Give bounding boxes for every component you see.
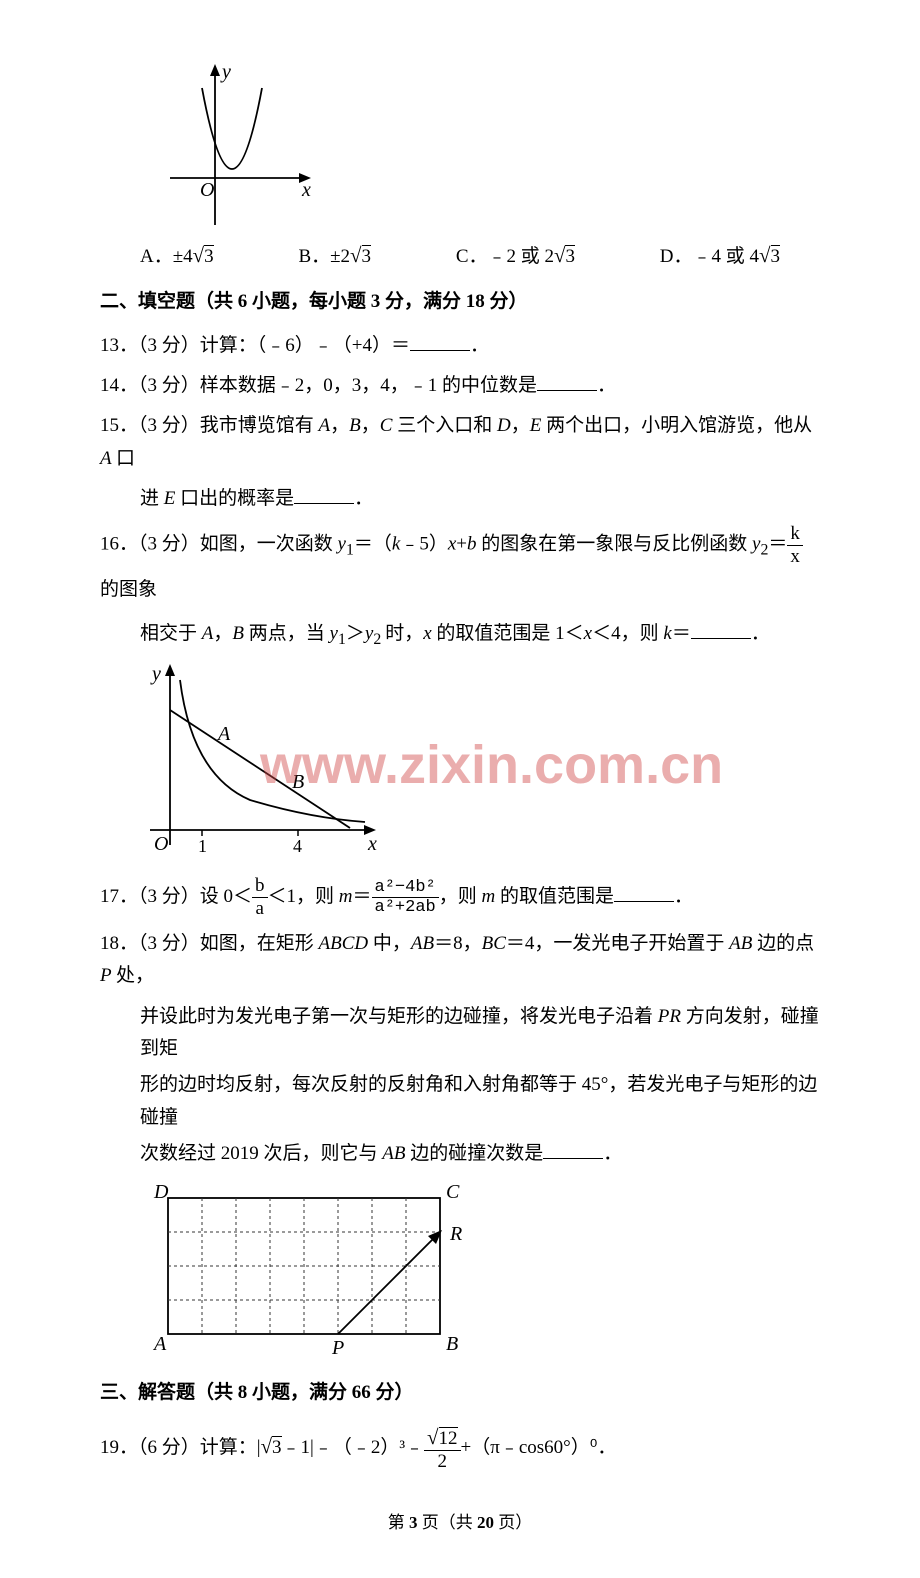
svg-text:R: R	[449, 1223, 462, 1245]
svg-text:D: D	[153, 1181, 169, 1203]
q17-frac2: a²−4b²a²+2ab	[372, 878, 439, 918]
section-3-header: 三、解答题（共 8 小题，满分 66 分）	[100, 1377, 820, 1409]
q14-text: 14．（3 分）样本数据﹣2，0，3，4，﹣1 的中位数是	[100, 375, 537, 396]
q18-l2: 并设此时为发光电子第一次与矩形的边碰撞，将发光电子沿着 PR 方向发射，碰撞到矩	[140, 1001, 820, 1066]
q13-tail: ．	[470, 335, 489, 356]
q14: 14．（3 分）样本数据﹣2，0，3，4，﹣1 的中位数是 ．	[100, 370, 820, 402]
q16-frac: kx	[787, 523, 803, 568]
page-wrapper: { "colors": { "text": "#000000", "backgr…	[100, 60, 820, 1538]
q19: 19．（6 分）计算：|√3﹣1|﹣（﹣2）³﹣√122+（π﹣cos60°）⁰…	[100, 1421, 820, 1472]
q17-frac1: ba	[252, 875, 268, 920]
q16-line2: 相交于 A，B 两点，当 y1＞y2 时，x 的取值范围是 1＜x＜4，则 k＝…	[140, 618, 820, 654]
q12-option-c: C．﹣2 或 2√3	[456, 238, 575, 274]
q19-frac: √122	[424, 1425, 460, 1473]
q16-line1: 16．（3 分）如图，一次函数 y1＝（k﹣5）x+b 的图象在第一象限与反比例…	[100, 523, 820, 610]
svg-text:1: 1	[198, 836, 207, 856]
svg-text:P: P	[331, 1337, 344, 1359]
q17: 17．（3 分）设 0＜ba＜1，则 m＝a²−4b²a²+2ab，则 m 的取…	[100, 874, 820, 920]
svg-text:4: 4	[293, 836, 302, 856]
q12-options-row: A．±4√3 B．±2√3 C．﹣2 或 2√3 D．﹣4 或 4√3	[100, 238, 820, 274]
svg-text:O: O	[154, 833, 168, 855]
q18-l1: 18．（3 分）如图，在矩形 ABCD 中，AB＝8，BC＝4，一发光电子开始置…	[100, 928, 820, 993]
q18-grid-svg: D C A B P R	[140, 1180, 480, 1365]
q18-figure: D C A B P R	[140, 1180, 820, 1365]
svg-text:x: x	[301, 179, 311, 201]
q14-blank	[537, 371, 597, 391]
q14-tail: ．	[597, 375, 616, 396]
q18-l4: 次数经过 2019 次后，则它与 AB 边的碰撞次数是．	[140, 1138, 820, 1170]
q15-blank	[294, 484, 354, 504]
svg-text:B: B	[446, 1333, 458, 1355]
q18-blank	[543, 1139, 603, 1159]
q12-option-a: A．±4√3	[140, 238, 214, 274]
q13-text: 13．（3 分）计算：（﹣6）﹣（+4）＝	[100, 335, 410, 356]
svg-text:C: C	[446, 1181, 460, 1203]
svg-text:A: A	[152, 1333, 167, 1355]
svg-text:A: A	[216, 723, 231, 745]
section-2-header: 二、填空题（共 6 小题，每小题 3 分，满分 18 分）	[100, 286, 820, 318]
q18-l3: 形的边时均反射，每次反射的反射角和入射角都等于 45°，若发光电子与矩形的边碰撞	[140, 1069, 820, 1134]
q12-option-d: D．﹣4 或 4√3	[660, 238, 780, 274]
q17-blank	[614, 882, 674, 902]
page-footer: 第 3 页（共 20 页）	[100, 1509, 820, 1538]
q12-figure: y x O	[160, 60, 820, 230]
q13: 13．（3 分）计算：（﹣6）﹣（+4）＝ ．	[100, 330, 820, 362]
svg-text:x: x	[367, 833, 377, 855]
q15-line2: 进 E 口出的概率是．	[140, 483, 820, 515]
svg-text:y: y	[150, 663, 161, 685]
svg-text:y: y	[220, 61, 231, 83]
q16-hyperbola-svg: A B y x O 1 4	[140, 660, 390, 860]
q13-blank	[410, 331, 470, 351]
q16-blank	[691, 619, 751, 639]
q12-option-b: B．±2√3	[298, 238, 371, 274]
svg-text:O: O	[200, 179, 214, 201]
q16-figure-wrap: A B y x O 1 4 www.zixin.com.cn	[140, 660, 820, 860]
q15-line1: 15．（3 分）我市博览馆有 A，B，C 三个入口和 D，E 两个出口，小明入馆…	[100, 410, 820, 475]
svg-text:B: B	[292, 771, 304, 793]
q12-parabola-svg: y x O	[160, 60, 320, 230]
